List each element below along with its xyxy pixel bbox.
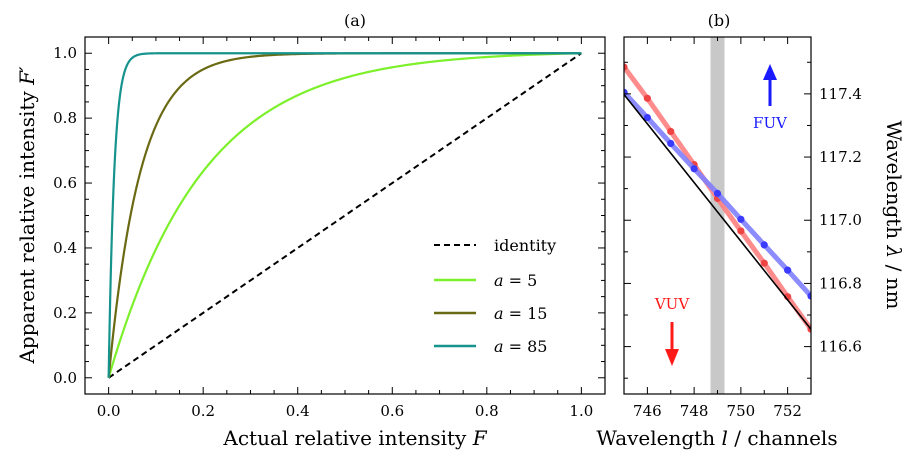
x-tick-label: 746 <box>633 402 662 420</box>
point-fuv <box>784 266 792 274</box>
fuv-label: FUV <box>753 114 788 132</box>
panel-a: (a) 0.0 0.0 0.2 0.2 0.4 0.4 0.6 0.6 0.8 0.8 1.0 1.0… <box>15 11 606 450</box>
y-tick-label: 116.8 <box>819 274 862 292</box>
point-fuv <box>667 139 675 148</box>
y-tick-label: 0.2 <box>53 304 77 322</box>
legend-label-a5: a = 5 <box>494 271 537 290</box>
x-tick-label: 1.0 <box>569 402 593 420</box>
y-tick-label: 1.0 <box>53 44 77 62</box>
shaded-band <box>710 37 725 394</box>
vuv-label: VUV <box>654 295 690 313</box>
point-vuv <box>643 94 651 102</box>
y-tick-label: 0.8 <box>53 109 77 127</box>
series-line-a-85 <box>107 52 582 378</box>
x-tick-label: 0.4 <box>286 402 310 420</box>
point-fuv <box>690 165 698 173</box>
legend-label-identity: identity <box>494 236 556 255</box>
point-vuv <box>760 259 768 267</box>
panel-a-label: (a) <box>344 11 366 30</box>
point-fuv <box>737 215 745 223</box>
down-arrow-icon <box>665 349 679 366</box>
point-fuv <box>807 292 811 300</box>
x-tick-label: 748 <box>680 402 709 420</box>
x-tick-label: 0.2 <box>191 402 215 420</box>
series-line-a-5 <box>107 52 582 379</box>
point-fuv <box>713 189 722 197</box>
panel-a-legend: identity a = 5 a = 15 a = 85 <box>434 236 556 356</box>
panel-b-label: (b) <box>708 11 731 30</box>
panel-a-curves <box>107 52 582 379</box>
panel-b-ticks: 746 748 750 752 116.6 116.8 117.0 117.2 117.4 <box>623 37 862 420</box>
y-tick-label: 116.6 <box>819 338 862 356</box>
up-arrow-icon <box>763 64 777 80</box>
panel-b: (b) 746 748 750 752 116.6 116.8 117.0 117.2 117.… <box>596 11 904 450</box>
panel-a-ylabel: Apparent relative intensity F′ <box>15 66 39 365</box>
series-line-a-15 <box>107 52 582 378</box>
vuv-annotation: VUV <box>654 295 690 366</box>
panel-a-ticks: 0.0 0.0 0.2 0.2 0.4 0.4 0.6 0.6 0.8 0.8 1.0 1.0 <box>53 37 605 420</box>
x-tick-label: 0.8 <box>475 402 499 420</box>
x-tick-label: 750 <box>727 402 756 420</box>
panel-a-xlabel: Actual relative intensity F <box>222 426 487 450</box>
fuv-annotation: FUV <box>753 64 788 132</box>
point-vuv <box>737 227 745 235</box>
y-tick-label: 0.0 <box>53 369 77 387</box>
point-fuv <box>643 113 651 122</box>
x-tick-label: 752 <box>773 402 802 420</box>
y-tick-label: 0.4 <box>53 239 77 257</box>
y-tick-label: 117.4 <box>819 85 862 103</box>
point-vuv <box>624 63 628 71</box>
series-line-fit <box>624 93 811 331</box>
legend-label-a15: a = 15 <box>494 304 547 323</box>
legend-label-a85: a = 85 <box>494 337 547 356</box>
y-tick-label: 117.0 <box>819 211 862 229</box>
x-tick-label: 0.6 <box>380 402 404 420</box>
point-vuv <box>667 127 675 136</box>
series-line-identity <box>108 52 582 379</box>
y-tick-label: 0.6 <box>53 174 77 192</box>
panel-b-ylabel: Wavelength λ / nm <box>882 120 904 309</box>
panel-b-curves <box>624 63 811 333</box>
point-fuv <box>760 241 768 249</box>
y-tick-label: 117.2 <box>819 148 862 166</box>
panel-b-shaded-band <box>710 37 725 394</box>
x-tick-label: 0.0 <box>97 402 121 420</box>
panel-b-xlabel: Wavelength l / channels <box>596 426 837 450</box>
